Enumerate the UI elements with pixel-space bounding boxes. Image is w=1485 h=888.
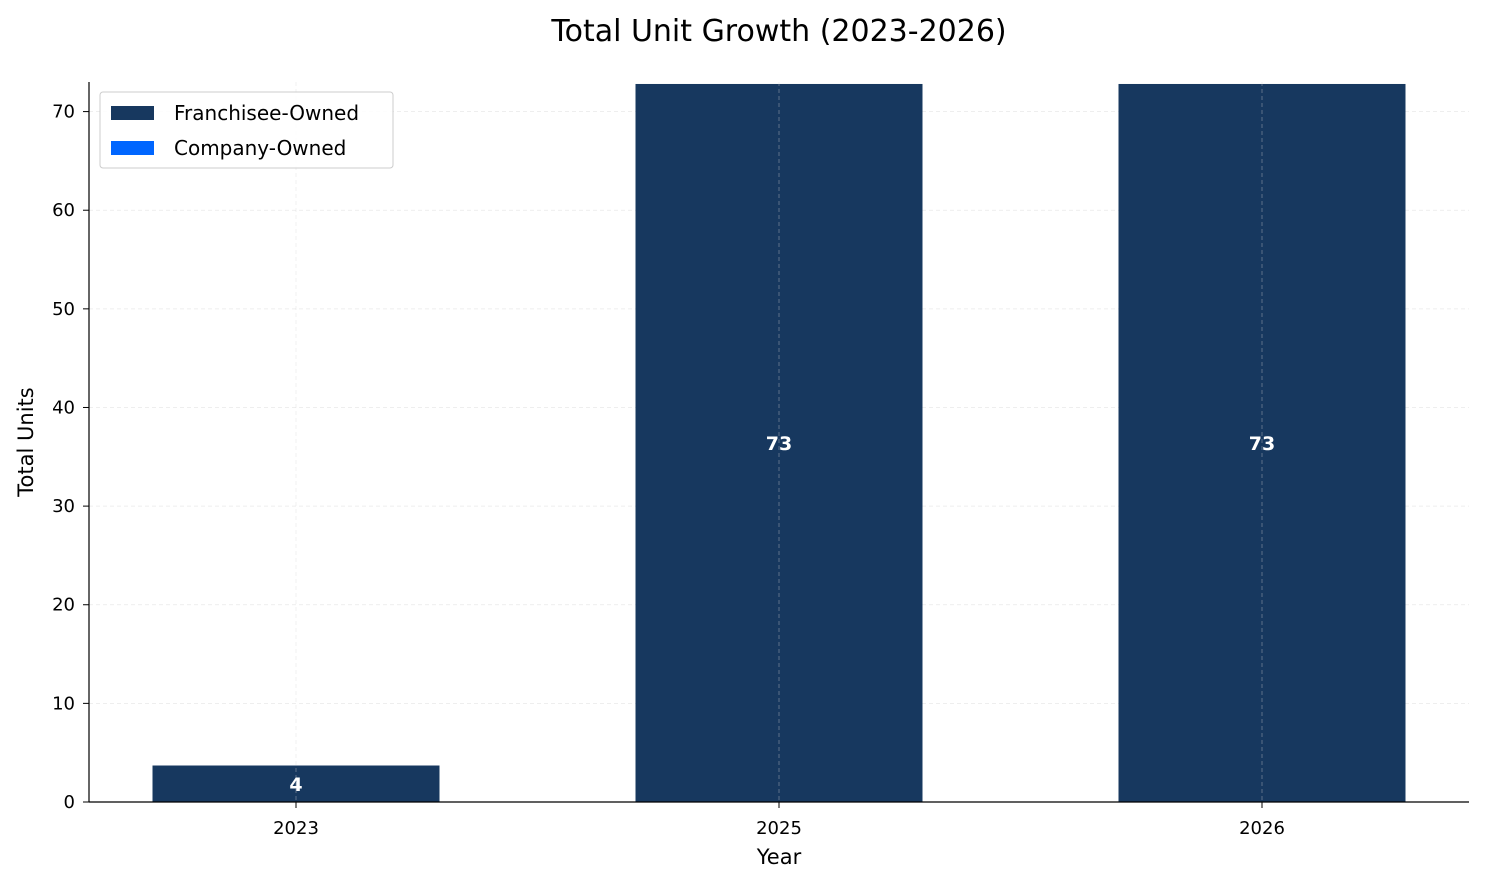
x-tick-label: 2025 <box>756 818 802 839</box>
y-tick-label: 70 <box>52 102 75 123</box>
bar-franchisee-2026 <box>1118 83 1406 803</box>
legend-box <box>99 91 394 169</box>
data-labels: 4 73 73 <box>289 82 1275 802</box>
y-tick-label: 30 <box>52 496 75 517</box>
legend: Franchisee-Owned Company-Owned <box>99 91 394 169</box>
y-tick-label: 50 <box>52 299 75 320</box>
legend-swatch-company <box>111 141 154 155</box>
bar-franchisee-2023 <box>152 765 440 802</box>
y-tick-label: 40 <box>52 397 75 418</box>
y-tick-label: 10 <box>52 693 75 714</box>
legend-label-franchisee: Franchisee-Owned <box>174 101 359 125</box>
bar-franchisee-2025 <box>635 83 923 803</box>
y-axis-label: Total Units <box>14 387 38 497</box>
axes: 0 10 20 30 40 50 60 70 2023 2025 2026 <box>52 82 1469 839</box>
data-label-2025: 73 <box>766 433 792 455</box>
y-tick-label: 20 <box>52 595 75 616</box>
data-label-2023: 4 <box>289 774 302 796</box>
y-tick-label: 0 <box>64 792 75 813</box>
y-tick-label: 60 <box>52 200 75 221</box>
x-tick-label: 2023 <box>273 818 319 839</box>
chart-title: Total Unit Growth (2023-2026) <box>550 14 1006 49</box>
x-tick-label: 2026 <box>1239 818 1285 839</box>
legend-swatch-franchisee <box>111 106 154 120</box>
bars <box>152 83 1406 803</box>
data-label-2026: 73 <box>1249 433 1275 455</box>
legend-label-company: Company-Owned <box>174 136 346 160</box>
x-axis-label: Year <box>756 845 802 869</box>
